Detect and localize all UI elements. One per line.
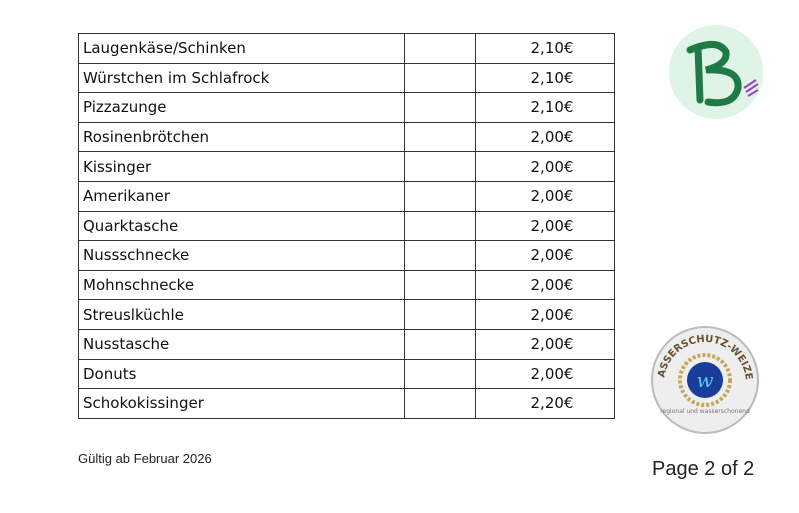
table-row: Kissinger 2,00€	[78, 151, 615, 182]
wasserschutz-weizen-seal: WASSERSCHUTZ-WEIZEN w regional und wasse…	[650, 325, 759, 434]
table-row: Laugenkäse/Schinken 2,10€	[78, 33, 615, 64]
item-note	[404, 240, 476, 271]
table-row: Quarktasche 2,00€	[78, 210, 615, 242]
table-row: Nusstasche 2,00€	[78, 328, 615, 360]
item-price: 2,00€	[475, 180, 615, 212]
svg-text:regional und wasserschonend: regional und wasserschonend	[660, 408, 750, 415]
item-price: 2,00€	[475, 269, 615, 301]
item-price: 2,00€	[475, 151, 615, 182]
item-name: Donuts	[78, 358, 405, 390]
table-row: Mohnschnecke 2,00€	[78, 269, 615, 301]
table-row: Donuts 2,00€	[78, 358, 615, 390]
item-note	[404, 180, 476, 212]
bakery-b-logo	[669, 25, 763, 119]
table-row: Schokokissinger 2,20€	[78, 388, 615, 419]
valid-from-note: Gültig ab Februar 2026	[78, 451, 212, 466]
item-note	[404, 358, 476, 390]
item-note	[404, 151, 476, 182]
item-name: Nusstasche	[78, 328, 405, 360]
price-table: Laugenkäse/Schinken 2,10€ Würstchen im Sch…	[78, 33, 615, 419]
item-name: Schokokissinger	[78, 388, 405, 419]
item-name: Nussschnecke	[78, 240, 405, 271]
item-price: 2,20€	[475, 388, 615, 419]
item-note	[404, 328, 476, 360]
item-name: Pizzazunge	[78, 92, 405, 123]
item-price: 2,00€	[475, 121, 615, 153]
item-note	[404, 62, 476, 94]
item-note	[404, 33, 476, 64]
item-price: 2,10€	[475, 92, 615, 123]
svg-text:w: w	[696, 368, 713, 392]
table-row: Nussschnecke 2,00€	[78, 240, 615, 271]
item-price: 2,10€	[475, 62, 615, 94]
item-name: Rosinenbrötchen	[78, 121, 405, 153]
item-note	[404, 210, 476, 242]
table-row: Rosinenbrötchen 2,00€	[78, 121, 615, 153]
table-row: Amerikaner 2,00€	[78, 180, 615, 212]
item-name: Laugenkäse/Schinken	[78, 33, 405, 64]
item-price: 2,00€	[475, 240, 615, 271]
item-name: Mohnschnecke	[78, 269, 405, 301]
item-note	[404, 299, 476, 330]
item-name: Würstchen im Schlafrock	[78, 62, 405, 94]
item-note	[404, 92, 476, 123]
item-name: Amerikaner	[78, 180, 405, 212]
table-row: Würstchen im Schlafrock 2,10€	[78, 62, 615, 94]
item-price: 2,10€	[475, 33, 615, 64]
page-indicator: Page 2 of 2	[652, 458, 755, 480]
item-price: 2,00€	[475, 328, 615, 360]
table-row: Streuslküchle 2,00€	[78, 299, 615, 330]
item-note	[404, 388, 476, 419]
table-row: Pizzazunge 2,10€	[78, 92, 615, 123]
item-price: 2,00€	[475, 358, 615, 390]
item-note	[404, 121, 476, 153]
item-name: Streuslküchle	[78, 299, 405, 330]
item-name: Kissinger	[78, 151, 405, 182]
item-note	[404, 269, 476, 301]
item-price: 2,00€	[475, 299, 615, 330]
item-price: 2,00€	[475, 210, 615, 242]
item-name: Quarktasche	[78, 210, 405, 242]
